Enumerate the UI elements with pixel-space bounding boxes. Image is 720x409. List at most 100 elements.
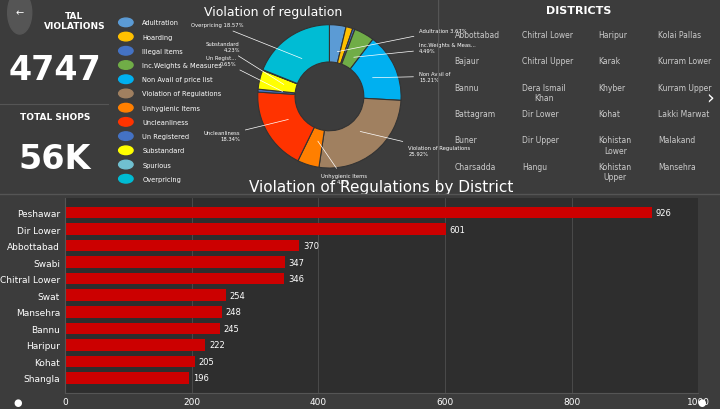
Text: Substandard: Substandard [143,148,184,154]
Text: Substandard
4.23%: Substandard 4.23% [206,42,284,85]
Text: Unhygienic Items
4.8%: Unhygienic Items 4.8% [318,142,366,185]
Wedge shape [338,28,353,65]
Circle shape [119,175,133,184]
Text: Malakand: Malakand [658,136,695,145]
Circle shape [119,90,133,99]
Text: Mansehra: Mansehra [658,162,696,171]
Text: Inc.Weights & Measures: Inc.Weights & Measures [143,63,222,69]
Text: 601: 601 [449,225,465,234]
Text: 4747: 4747 [9,54,101,86]
Text: TAL
VIOLATIONS: TAL VIOLATIONS [44,11,105,31]
Text: Chitral Upper: Chitral Upper [523,57,574,66]
Bar [65,240,300,252]
Text: Adultration: Adultration [143,20,179,26]
Text: Bajaur: Bajaur [455,57,480,66]
Circle shape [119,118,133,127]
Text: Hoarding: Hoarding [143,34,173,40]
Text: Dir Upper: Dir Upper [523,136,559,145]
Bar [65,257,284,268]
Bar [65,372,189,384]
Text: Violation of Regulations: Violation of Regulations [143,91,222,97]
Text: 347: 347 [289,258,305,267]
Text: 56K: 56K [19,143,91,176]
Text: Kurram Upper: Kurram Upper [658,83,711,92]
Text: Overpricing 18.57%: Overpricing 18.57% [191,23,302,59]
Bar [65,306,222,318]
Circle shape [119,62,133,70]
Bar [65,290,226,301]
Text: ●: ● [698,397,706,407]
Text: 346: 346 [288,274,304,283]
Text: Un Regist...
0.65%: Un Regist... 0.65% [206,56,283,92]
Text: ›: › [706,88,714,107]
Wedge shape [258,93,315,162]
Text: Violation of regulation: Violation of regulation [204,6,343,19]
Circle shape [119,161,133,169]
Wedge shape [342,30,373,70]
Text: Chitral Lower: Chitral Lower [523,31,573,40]
Text: Adultration 3.67%: Adultration 3.67% [338,29,467,53]
Circle shape [119,76,133,84]
Text: 205: 205 [199,357,215,366]
Text: 926: 926 [655,209,671,218]
Circle shape [119,133,133,141]
Wedge shape [350,40,401,101]
Wedge shape [263,71,297,85]
Text: Haripur: Haripur [598,31,628,40]
Text: Bannu: Bannu [455,83,480,92]
Text: 245: 245 [224,324,240,333]
Text: Hangu: Hangu [523,162,547,171]
Title: Violation of Regulations by District: Violation of Regulations by District [249,180,514,194]
Text: Kurram Lower: Kurram Lower [658,57,711,66]
Text: 222: 222 [210,341,225,350]
Bar [65,356,194,367]
Text: Spurious: Spurious [143,162,171,168]
Text: Violation of Regulations
25.92%: Violation of Regulations 25.92% [360,132,470,156]
Wedge shape [258,71,297,94]
Bar [65,339,205,351]
Text: Unhygienic Items: Unhygienic Items [143,106,200,111]
Text: Karak: Karak [598,57,621,66]
Wedge shape [330,26,346,64]
Text: Uncleanliness: Uncleanliness [143,119,189,126]
Text: Abbottabad: Abbottabad [455,31,500,40]
Circle shape [119,33,133,42]
Text: Uncleanliness
18.34%: Uncleanliness 18.34% [203,120,288,142]
Bar [65,207,652,219]
Wedge shape [263,26,330,84]
Wedge shape [341,29,355,65]
Text: Buner: Buner [455,136,477,145]
Text: TOTAL SHOPS: TOTAL SHOPS [19,112,90,121]
Text: Kohistan
Upper: Kohistan Upper [598,162,631,182]
Text: Illegal Items: Illegal Items [143,49,183,55]
Text: Kohistan
Lower: Kohistan Lower [598,136,631,155]
Text: Lakki Marwat: Lakki Marwat [658,110,709,119]
Text: Inc.Weights & Meas...
4.49%: Inc.Weights & Meas... 4.49% [354,43,476,58]
Circle shape [119,47,133,56]
Text: Un Registered: Un Registered [143,134,189,140]
Text: Battagram: Battagram [455,110,496,119]
Circle shape [119,104,133,112]
Text: Non Avail of price list: Non Avail of price list [143,77,213,83]
Text: Overpricing: Overpricing [143,176,181,182]
Text: Khyber: Khyber [598,83,626,92]
Text: ←: ← [16,9,24,18]
Wedge shape [258,90,295,95]
Text: 370: 370 [303,241,319,250]
Text: Dir Lower: Dir Lower [523,110,559,119]
Text: 248: 248 [226,308,242,317]
Text: 196: 196 [193,373,209,382]
Text: Non Avail of
15.21%: Non Avail of 15.21% [372,72,451,83]
Bar [65,323,220,334]
Text: Kohat: Kohat [598,110,621,119]
Text: ●: ● [14,397,22,407]
Wedge shape [319,99,401,169]
Circle shape [8,0,32,35]
Circle shape [119,147,133,155]
Bar [65,224,446,235]
Text: 254: 254 [230,291,246,300]
Circle shape [119,19,133,27]
Text: DISTRICTS: DISTRICTS [546,6,611,16]
Bar [65,273,284,285]
Text: Charsadda: Charsadda [455,162,496,171]
